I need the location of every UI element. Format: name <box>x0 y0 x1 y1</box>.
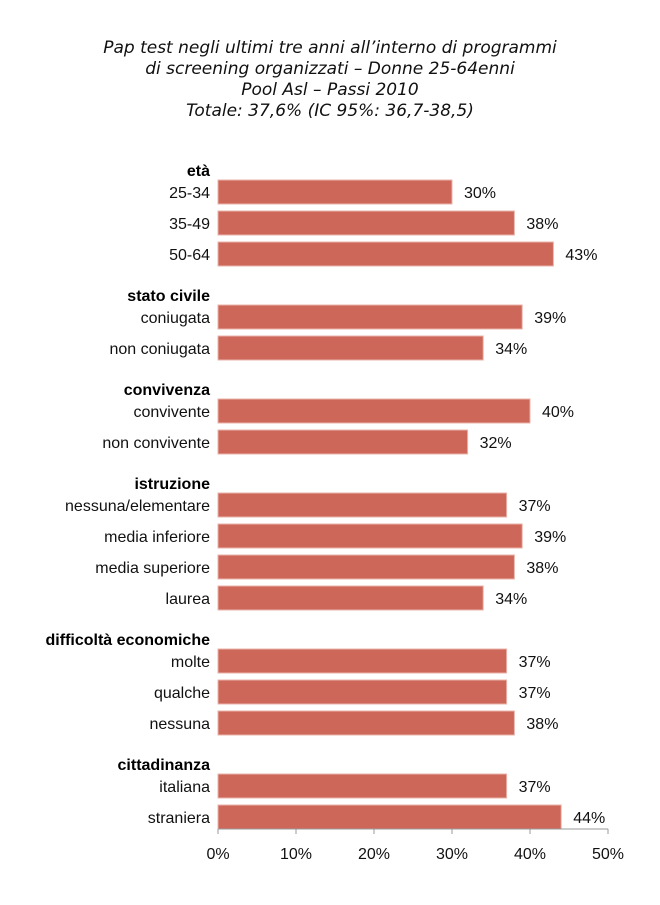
data-label: 37% <box>519 654 551 671</box>
data-label: 37% <box>519 779 551 796</box>
data-label: 32% <box>480 435 512 452</box>
category-label: qualche <box>154 685 210 702</box>
x-tick-label: 20% <box>358 846 390 863</box>
bar <box>217 523 523 549</box>
x-tick-label: 30% <box>436 846 468 863</box>
x-tick-label: 50% <box>592 846 624 863</box>
category-label: laurea <box>166 591 211 608</box>
category-label: 35-49 <box>169 216 210 233</box>
x-tick-label: 40% <box>514 846 546 863</box>
x-tick-label: 10% <box>280 846 312 863</box>
category-label: straniera <box>148 810 210 827</box>
chart-title: Pap test negli ultimi tre anni all’inter… <box>0 38 660 122</box>
data-label: 34% <box>495 591 527 608</box>
category-label: molte <box>171 654 210 671</box>
title-line-4: Totale: 37,6% (IC 95%: 36,7-38,5) <box>186 101 474 121</box>
category-label: italiana <box>159 779 210 796</box>
bar <box>217 210 515 236</box>
data-label: 44% <box>573 810 605 827</box>
category-label: non convivente <box>102 435 210 452</box>
data-label: 43% <box>565 247 597 264</box>
category-label: 50-64 <box>169 247 210 264</box>
bar <box>217 241 554 267</box>
bar <box>217 804 562 830</box>
data-label: 39% <box>534 529 566 546</box>
category-label: convivente <box>134 404 211 421</box>
group-heading: cittadinanza <box>118 757 211 774</box>
bar <box>217 710 515 736</box>
category-label: nessuna/elementare <box>65 498 210 515</box>
group-heading: difficoltà economiche <box>46 632 211 649</box>
category-label: 25-34 <box>169 185 210 202</box>
data-label: 34% <box>495 341 527 358</box>
data-label: 39% <box>534 310 566 327</box>
category-label: nessuna <box>150 716 211 733</box>
data-label: 38% <box>526 560 558 577</box>
group-heading: età <box>187 163 210 180</box>
data-label: 40% <box>542 404 574 421</box>
category-label: media inferiore <box>104 529 210 546</box>
bar <box>217 398 531 424</box>
category-label: media superiore <box>95 560 210 577</box>
bar <box>217 648 508 674</box>
group-heading: istruzione <box>134 476 210 493</box>
category-label: non coniugata <box>109 341 210 358</box>
data-label: 38% <box>526 216 558 233</box>
group-heading: stato civile <box>127 288 210 305</box>
bar <box>217 554 515 580</box>
title-line-1: Pap test negli ultimi tre anni all’inter… <box>103 38 557 58</box>
bar <box>217 429 469 455</box>
title-line-2: di screening organizzati – Donne 25-64en… <box>145 59 515 79</box>
bar <box>217 335 484 361</box>
bar <box>217 179 453 205</box>
bar <box>217 773 508 799</box>
x-tick-label: 0% <box>206 846 229 863</box>
bar <box>217 304 523 330</box>
data-label: 37% <box>519 685 551 702</box>
bar <box>217 679 508 705</box>
data-label: 30% <box>464 185 496 202</box>
bar <box>217 492 508 518</box>
data-label: 38% <box>526 716 558 733</box>
category-label: coniugata <box>141 310 210 327</box>
bar <box>217 585 484 611</box>
title-line-3: Pool Asl – Passi 2010 <box>241 80 419 100</box>
data-label: 37% <box>519 498 551 515</box>
group-heading: convivenza <box>124 382 210 399</box>
